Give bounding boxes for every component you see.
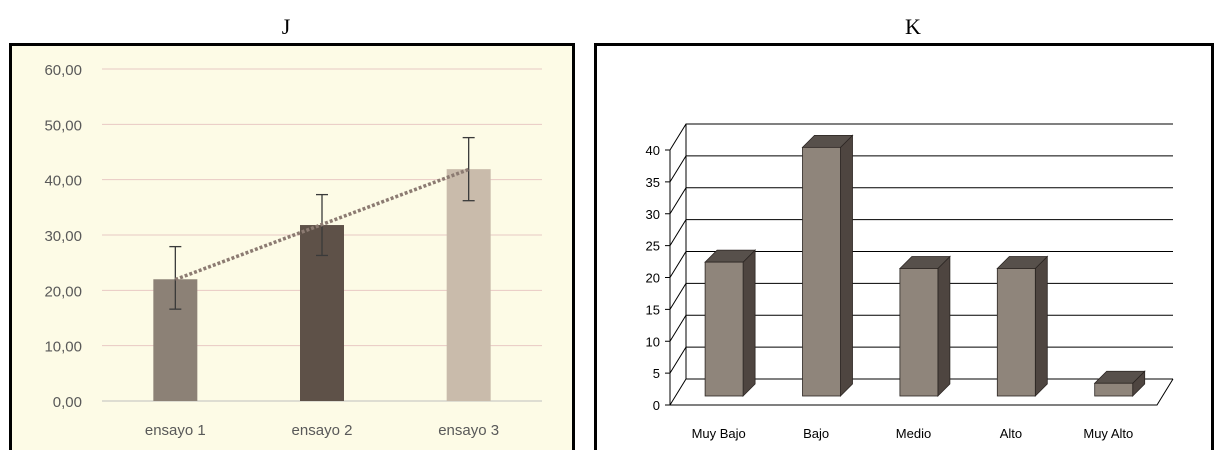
y-tick-label: 15 [646, 302, 660, 317]
bar [996, 268, 1036, 397]
y-tick-label: 50,00 [44, 117, 82, 134]
y-tick-label: 35 [646, 175, 660, 190]
y-tick-label: 40,00 [44, 173, 82, 190]
x-tick-label: Muy Alto [1083, 426, 1133, 441]
gridline [669, 219, 1173, 246]
bar-side [1034, 255, 1048, 397]
chart-k: 0 5 10 15 20 25 30 35 40 Muy Bajo Bajo Medio Alto Muy… [594, 43, 1214, 450]
x-tick-label: ensayo 1 [145, 422, 206, 439]
y-tick-label: 20,00 [44, 283, 82, 300]
y-tick-label: 20 [646, 271, 660, 286]
y-tick-label: 5 [653, 366, 660, 381]
y-tick-label: 30,00 [44, 228, 82, 245]
y-tick-label: 25 [646, 239, 660, 254]
y-tick-label: 10 [646, 334, 660, 349]
panel-label-k: K [905, 14, 921, 39]
x-tick-label: Alto [1000, 426, 1022, 441]
bar [446, 169, 491, 401]
y-tick-label: 10,00 [44, 339, 82, 356]
gridline [669, 251, 1173, 278]
x-tick-label: ensayo 3 [438, 422, 499, 439]
bar [899, 268, 939, 397]
bar [802, 146, 841, 397]
chart-j-plot: 0,00 10,00 20,00 30,00 40,00 50,00 60,00 ensayo… [44, 62, 542, 439]
bar-side [840, 134, 853, 397]
chart-j: 0,00 10,00 20,00 30,00 40,00 50,00 60,00 ensayo… [9, 43, 575, 450]
chart-k-plot: 0 5 10 15 20 25 30 35 40 Muy Bajo Bajo Medio Alto Muy… [646, 123, 1174, 441]
y-tick-label: 60,00 [44, 62, 82, 79]
y-tick-label: 0 [653, 398, 660, 413]
panel-label-j: J [281, 14, 291, 39]
gridline [669, 187, 1173, 215]
x-tick-label: Medio [896, 426, 931, 441]
gridline [669, 123, 1173, 151]
gridline [669, 155, 1173, 183]
floor-edge [670, 378, 1174, 406]
bar-side [742, 249, 756, 397]
x-tick-label: Bajo [803, 426, 829, 441]
bar [704, 261, 744, 397]
bar [1094, 382, 1134, 397]
y-tick-label: 0,00 [53, 394, 82, 411]
bar-side [937, 255, 951, 397]
x-tick-label: Muy Bajo [692, 426, 746, 441]
trendline [174, 167, 470, 282]
y-tick-label: 40 [646, 143, 660, 158]
y-tick-label: 30 [646, 207, 660, 222]
x-tick-label: ensayo 2 [292, 422, 353, 439]
